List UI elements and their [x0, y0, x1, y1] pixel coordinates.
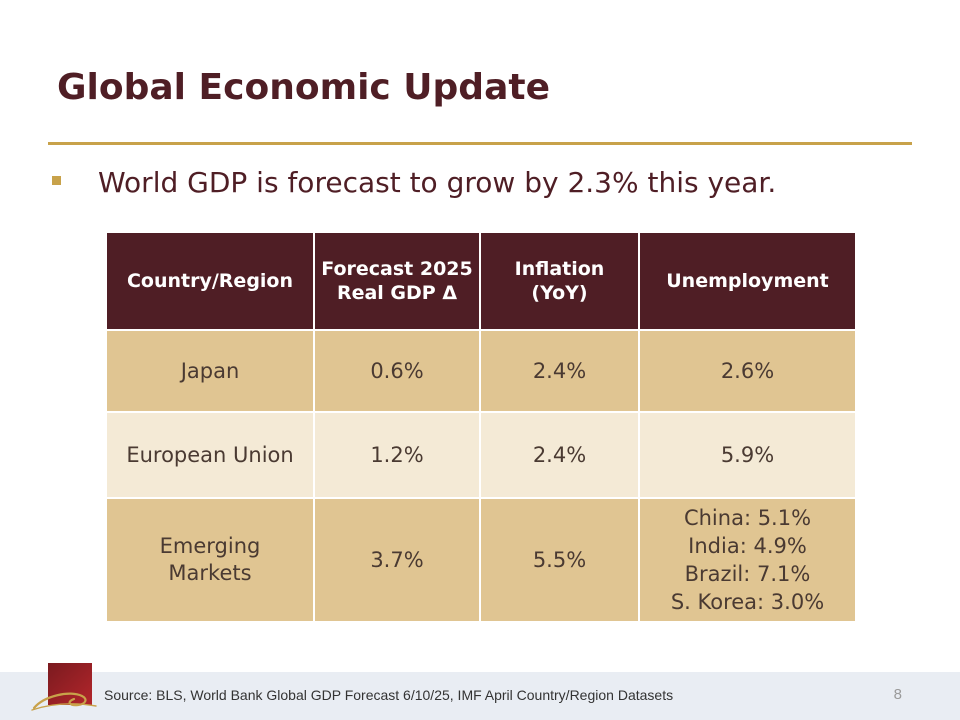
header-inflation: Inflation (YoY)	[479, 231, 640, 331]
unemployment-line: India: 4.9%	[688, 534, 807, 558]
bullet-text: World GDP is forecast to grow by 2.3% th…	[98, 165, 777, 199]
cell-region: Japan	[105, 329, 315, 413]
cell-region: Emerging Markets	[105, 497, 315, 623]
header-country-region: Country/Region	[105, 231, 315, 331]
header-unemployment: Unemployment	[638, 231, 857, 331]
page-number: 8	[893, 686, 902, 703]
table-row: European Union 1.2% 2.4% 5.9%	[105, 411, 857, 499]
slide-title: Global Economic Update	[57, 67, 550, 108]
cell-inflation: 2.4%	[479, 411, 640, 499]
cell-gdp: 3.7%	[313, 497, 481, 623]
cell-region-text: Emerging Markets	[159, 534, 261, 585]
cell-region: European Union	[105, 411, 315, 499]
bullet-item: World GDP is forecast to grow by 2.3% th…	[52, 162, 776, 202]
header-gdp-forecast: Forecast 2025 Real GDP Δ	[313, 231, 481, 331]
title-divider	[48, 142, 912, 145]
footer-bar	[0, 672, 960, 720]
source-citation: Source: BLS, World Bank Global GDP Forec…	[104, 687, 674, 703]
table-header-row: Country/Region Forecast 2025 Real GDP Δ …	[105, 231, 857, 331]
unemployment-line: China: 5.1%	[683, 506, 812, 530]
table-row: Japan 0.6% 2.4% 2.6%	[105, 329, 857, 413]
square-bullet-icon	[52, 175, 61, 185]
cell-unemployment-breakdown: China: 5.1% India: 4.9% Brazil: 7.1% S. …	[638, 497, 857, 623]
cell-inflation: 2.4%	[479, 329, 640, 413]
company-logo-icon	[31, 663, 97, 711]
economic-data-table: Country/Region Forecast 2025 Real GDP Δ …	[105, 231, 857, 623]
cell-unemployment: 2.6%	[638, 329, 857, 413]
table-row: Emerging Markets 3.7% 5.5% China: 5.1% I…	[105, 497, 857, 623]
cell-inflation: 5.5%	[479, 497, 640, 623]
cell-gdp: 0.6%	[313, 329, 481, 413]
unemployment-line: S. Korea: 3.0%	[670, 590, 825, 614]
unemployment-line: Brazil: 7.1%	[684, 562, 811, 586]
cell-unemployment: 5.9%	[638, 411, 857, 499]
cell-gdp: 1.2%	[313, 411, 481, 499]
